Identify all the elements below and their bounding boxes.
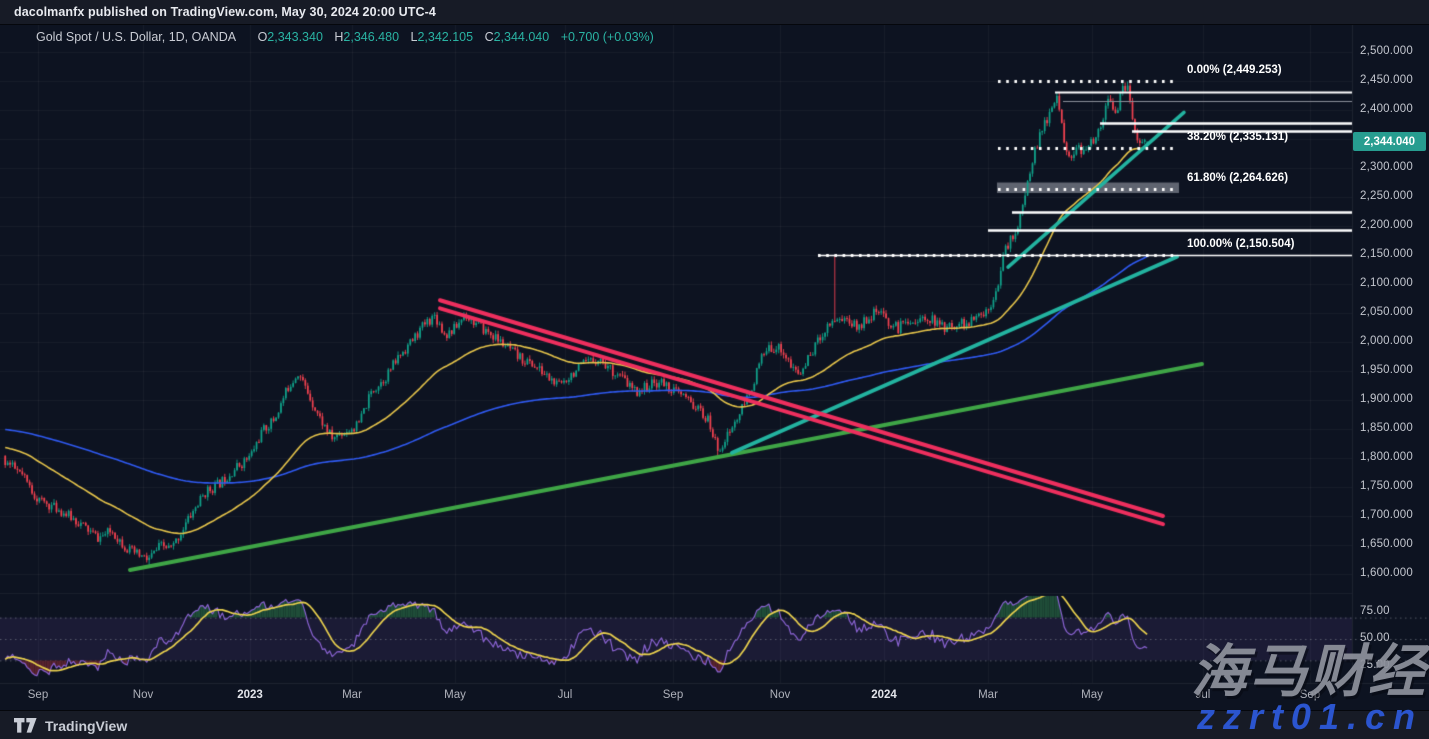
time-tick: Sep	[662, 689, 684, 701]
watermark-url-text: zzrt01.cn	[1196, 696, 1423, 737]
fib-label-0: 0.00% (2,449.253)	[1187, 64, 1282, 77]
tradingview-logo-icon[interactable]	[14, 718, 37, 733]
high-value: 2,346.480	[343, 30, 400, 44]
time-tick: 2024	[871, 689, 897, 701]
brand-name[interactable]: TradingView	[45, 717, 128, 734]
price-tick: 1,650.000	[1360, 538, 1413, 550]
bottom-bar: TradingView	[0, 710, 1429, 739]
time-tick: Mar	[342, 689, 362, 701]
low-value: 2,342.105	[417, 30, 474, 44]
symbol-legend[interactable]: Gold Spot / U.S. Dollar, 1D, OANDA O2,34…	[36, 30, 654, 44]
time-tick: Jul	[557, 689, 573, 701]
price-tick: 2,150.000	[1360, 248, 1413, 260]
fib-label-100: 100.00% (2,150.504)	[1187, 237, 1295, 250]
rsi-tick: 50.00	[1360, 632, 1390, 644]
low-label: L	[410, 30, 418, 44]
fib-label-38.2: 38.20% (2,335.131)	[1187, 130, 1289, 143]
price-tick: 1,600.000	[1360, 567, 1413, 579]
time-tick: Nov	[769, 689, 791, 701]
time-tick: Mar	[978, 689, 998, 701]
price-tick: 2,450.000	[1360, 74, 1413, 86]
close-value: 2,344.040	[493, 30, 550, 44]
high-label: H	[334, 30, 344, 44]
price-tick: 2,400.000	[1360, 103, 1413, 115]
price-tick: 2,050.000	[1360, 306, 1413, 318]
publish-text: dacolmanfx published on TradingView.com,…	[14, 5, 436, 19]
price-tick: 1,800.000	[1360, 451, 1413, 463]
price-tick: 2,300.000	[1360, 161, 1413, 173]
price-tick: 1,900.000	[1360, 393, 1413, 405]
time-tick: Sep	[1299, 689, 1321, 701]
price-tick: 1,950.000	[1360, 364, 1413, 376]
time-tick: Sep	[27, 689, 49, 701]
price-tick: 1,750.000	[1360, 480, 1413, 492]
close-label: C	[484, 30, 494, 44]
time-tick: Jul	[1195, 689, 1211, 701]
price-tick: 2,200.000	[1360, 219, 1413, 231]
rsi-tick: 75.00	[1360, 605, 1390, 618]
change-value: +0.700 (+0.03%)	[560, 30, 654, 44]
time-tick: Nov	[132, 689, 154, 701]
time-tick: 2023	[237, 689, 263, 701]
watermark-cn-text: 海马财经	[1191, 640, 1427, 704]
time-tick: May	[444, 689, 466, 701]
price-tick: 2,500.000	[1360, 45, 1413, 57]
time-tick: May	[1081, 689, 1103, 701]
fib-label-61.8: 61.80% (2,264.626)	[1187, 171, 1289, 184]
last-price-badge: 2,344.040	[1353, 132, 1426, 152]
open-value: 2,343.340	[267, 30, 323, 44]
open-label: O	[257, 30, 268, 44]
price-tick: 1,850.000	[1360, 422, 1413, 434]
symbol-title: Gold Spot / U.S. Dollar, 1D, OANDA	[36, 30, 237, 44]
price-tick: 2,250.000	[1360, 190, 1413, 202]
price-tick: 2,000.000	[1360, 335, 1413, 347]
price-tick: 2,100.000	[1360, 277, 1413, 289]
rsi-tick: 25.00	[1360, 658, 1390, 671]
price-tick: 1,700.000	[1360, 509, 1413, 521]
publish-bar: dacolmanfx published on TradingView.com,…	[0, 0, 1429, 25]
